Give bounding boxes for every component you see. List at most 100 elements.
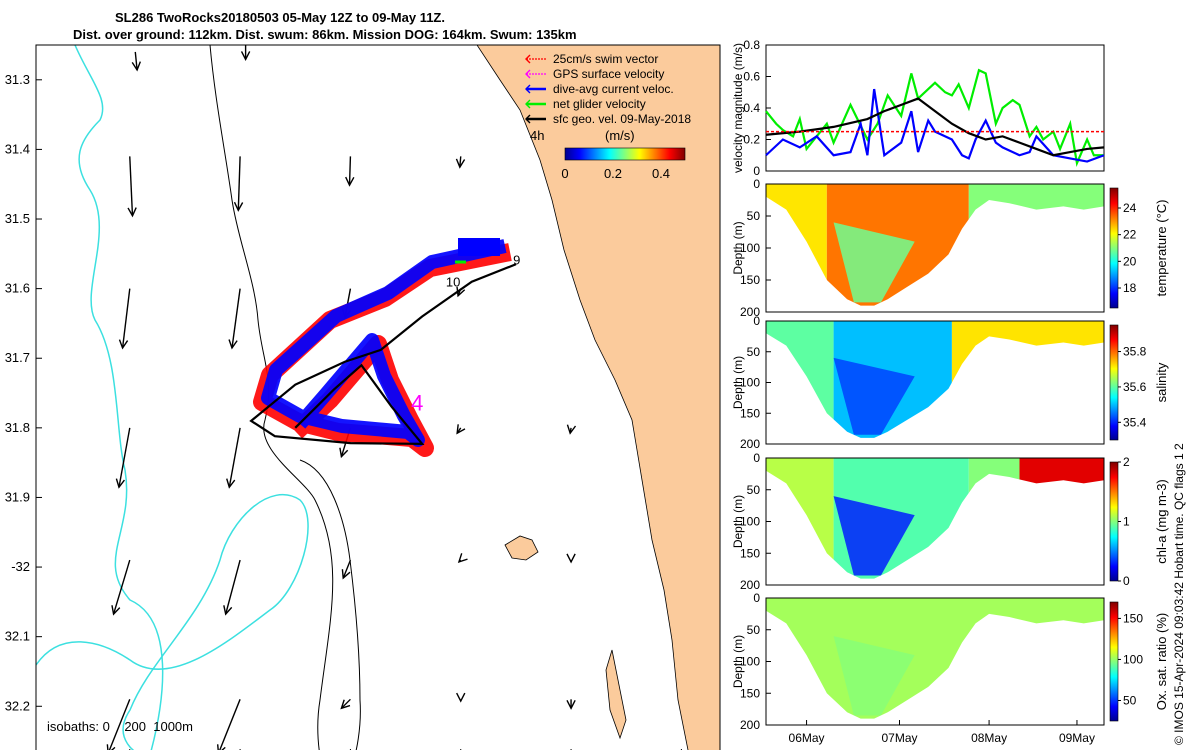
island-south [605,649,627,740]
surface-vector [216,699,241,750]
time-tick-label: 09May [1059,731,1095,745]
legend-label: dive-avg current veloc. [553,82,674,96]
section-ytick-label: 150 [740,546,760,560]
section-seafloor-mask [766,333,1104,444]
map-ytick-label: 31.5 [5,211,30,226]
vel-ytick-label: 0.8 [743,38,760,52]
surface-vector [566,699,576,710]
colorbar-tick-label: 2 [1123,455,1130,469]
legend-item: dive-avg current veloc. [525,82,674,96]
surface-vector [115,427,131,489]
chart-title-line2: Dist. over ground: 112km. Dist. swum: 86… [73,27,577,42]
vel-ylabel: velocity magnitude (m/s) [731,43,745,173]
isobath-deep-west [209,45,334,750]
legend-arrowhead [525,114,531,124]
map-ytick-label: 31.6 [5,281,30,296]
legend-arrowhead [525,84,531,94]
colorbar-label: salinity [1154,362,1169,402]
surface-vector [566,553,576,564]
surface-vector [566,424,577,435]
section-core [833,357,915,435]
surface-vector [457,553,468,563]
legend-arrowhead [525,99,531,109]
section-core [833,496,915,576]
section-ylabel: Depth (m) [731,635,745,688]
legend-label: sfc geo. vel. 09-May-2018 [553,112,691,126]
section-ytick-label: 150 [740,273,760,287]
map-ytick-label: -32 [11,559,30,574]
colorbar-label: Ox. sat. ratio (%) [1154,613,1169,711]
section-seafloor-mask [766,610,1104,725]
colorbar-tick-label: 0.2 [604,166,622,181]
section-ytick-label: 100 [740,376,760,390]
section-colorbar [1109,324,1119,441]
time-axis: 06May 07May 08May 09May [789,720,1095,745]
section-panel-4: 0 50 100 150 200 Depth (m) 0 1 2 chl-a (mg m-3) [731,451,1169,592]
surface-vectors [106,45,577,750]
section-core [833,636,915,716]
colorbar-tick-label: 35.4 [1123,415,1147,429]
section-ytick-label: 200 [740,305,760,319]
section-ytick-label: 100 [740,655,760,669]
legend-item: GPS surface velocity [525,67,664,81]
surface-vector [228,288,241,350]
surface-vector [341,559,352,580]
map-ytick-label: 31.9 [5,489,30,504]
colorbar-tick-label: 0 [561,166,568,181]
surface-vector [226,427,241,489]
legend-item: net glider velocity [525,97,646,111]
vel-ytick-label: 0.6 [743,70,760,84]
map-ytick-label: 31.3 [5,72,30,87]
colorbar-tick-label: 0.4 [652,166,670,181]
map-ytick-label: 31.4 [5,141,30,156]
colorbar-label: chl-a (mg m-3) [1154,479,1169,564]
section-panel-3: 0 50 100 150 200 Depth (m) 35.4 35.6 35.8 salinit… [731,314,1169,451]
day-marker: 4 [411,390,423,415]
section-ytick-label: 100 [740,515,760,529]
land-mass [476,45,720,750]
section-colorbar [1109,187,1119,309]
section-ytick-label: 200 [740,718,760,732]
surface-vector [118,288,131,350]
surface-vector [240,45,251,61]
section-colorbar [1109,601,1119,722]
map-ytick-label: 32.1 [5,629,30,644]
map-ytick-label: 32.2 [5,698,30,713]
section-ytick-label: 150 [740,406,760,420]
colorbar-tick-label: 0 [1123,574,1130,588]
velocity-series-0 [765,68,1104,167]
vel-ytick-label: 0.2 [743,133,760,147]
chart-title-line1: SL286 TwoRocks20180503 05-May 12Z to 09-… [115,10,445,25]
legend-arrowhead [525,54,531,64]
vel-ytick-label: 0 [753,164,760,178]
surface-vector [233,156,244,212]
velocity-series-2 [765,97,1105,157]
time-tick-label: 07May [881,731,917,745]
colorbar-units: (m/s) [605,128,635,143]
section-ylabel: Depth (m) [731,356,745,409]
section-ylabel: Depth (m) [731,495,745,548]
surface-vector [127,156,137,218]
time-tick-label: 08May [971,731,1007,745]
section-ytick-label: 50 [747,345,761,359]
section-ytick-label: 50 [747,483,761,497]
map-panel: 114.8115115.2115.4115.6115.831.331.431.5… [5,44,721,750]
credit-text: © IMOS 15-Apr-2024 09:03:42 Hobart time.… [1172,443,1186,745]
legend-label: GPS surface velocity [553,67,664,81]
colorbar-tick-label: 24 [1123,201,1137,215]
isobath-deep-south [299,459,361,750]
isobath-shallow-south [36,493,309,750]
section-ytick-label: 50 [747,623,761,637]
map-ytick-label: 31.7 [5,350,30,365]
section-seafloor-mask [766,470,1104,585]
surface-vector [111,559,131,616]
section-ytick-label: 0 [753,591,760,605]
section-core [833,222,915,303]
section-ytick-label: 200 [740,578,760,592]
colorbar-tick-label: 1 [1123,515,1130,529]
section-panel-2: 0 50 100 150 200 Depth (m) 18 20 22 24 temperature… [731,177,1169,319]
glider-track [249,263,517,445]
isobath-shallow-west [74,45,164,750]
colorbar-tick-label: 35.6 [1123,380,1147,394]
legend-arrowhead [525,69,531,79]
